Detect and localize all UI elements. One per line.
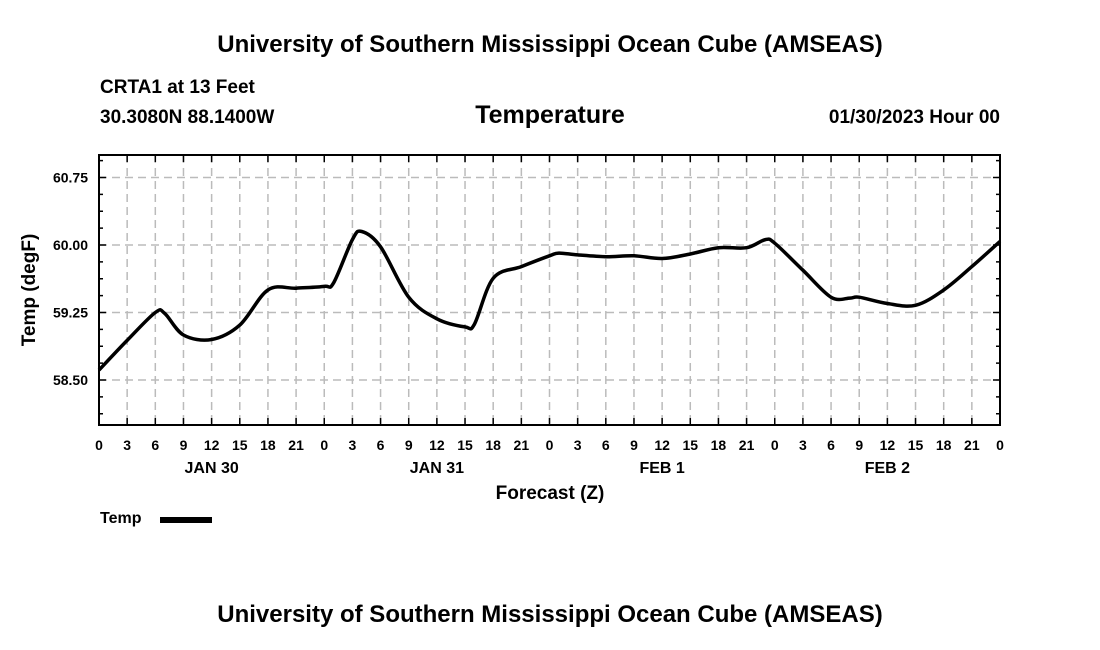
y-tick-label: 59.25 — [53, 305, 88, 321]
x-tick-label: 21 — [514, 437, 530, 453]
day-label: FEB 2 — [865, 460, 910, 477]
x-tick-label: 15 — [682, 437, 698, 453]
x-tick-label: 0 — [546, 437, 554, 453]
x-tick-label: 6 — [602, 437, 610, 453]
x-tick-label: 9 — [405, 437, 413, 453]
x-tick-label: 18 — [711, 437, 727, 453]
x-tick-label: 21 — [288, 437, 304, 453]
x-tick-label: 9 — [630, 437, 638, 453]
x-tick-label: 3 — [123, 437, 131, 453]
legend-line-swatch — [160, 517, 212, 523]
x-tick-label: 9 — [180, 437, 188, 453]
x-tick-label: 21 — [964, 437, 980, 453]
x-tick-label: 15 — [908, 437, 924, 453]
x-tick-label: 3 — [574, 437, 582, 453]
x-tick-label: 0 — [320, 437, 328, 453]
location-label: 30.3080N 88.1400W — [100, 107, 275, 128]
x-tick-label: 12 — [204, 437, 220, 453]
y-tick-label: 58.50 — [53, 372, 88, 388]
x-tick-label: 3 — [349, 437, 357, 453]
x-tick-label: 18 — [485, 437, 501, 453]
chart-title: Temperature — [475, 101, 625, 129]
x-tick-label: 9 — [855, 437, 863, 453]
plot-frame — [98, 154, 1001, 426]
x-tick-label: 6 — [827, 437, 835, 453]
x-tick-label: 12 — [880, 437, 896, 453]
x-tick-label: 3 — [799, 437, 807, 453]
day-label: JAN 31 — [410, 460, 464, 477]
x-tick-label: 0 — [996, 437, 1004, 453]
page-title: University of Southern Mississippi Ocean… — [217, 31, 883, 58]
init-time-label: 01/30/2023 Hour 00 — [828, 107, 1000, 128]
x-axis-label: Forecast (Z) — [495, 483, 605, 504]
x-tick-label: 15 — [232, 437, 248, 453]
x-tick-label: 6 — [151, 437, 159, 453]
legend-label: Temp — [100, 510, 142, 527]
x-tick-label: 0 — [95, 437, 103, 453]
x-tick-label: 18 — [936, 437, 952, 453]
day-label: FEB 1 — [639, 460, 684, 477]
temp-series-line — [97, 229, 1002, 372]
y-axis-label: Temp (degF) — [19, 234, 40, 347]
x-tick-label: 6 — [377, 437, 385, 453]
x-tick-label: 0 — [771, 437, 779, 453]
day-label: JAN 30 — [185, 460, 239, 477]
x-tick-label: 12 — [654, 437, 670, 453]
footer-title: University of Southern Mississippi Ocean… — [217, 601, 883, 628]
x-tick-label: 15 — [457, 437, 473, 453]
x-tick-label: 21 — [739, 437, 755, 453]
x-tick-label: 18 — [260, 437, 276, 453]
y-tick-label: 60.00 — [53, 237, 88, 253]
x-tick-label: 12 — [429, 437, 445, 453]
station-label: CRTA1 at 13 Feet — [100, 77, 255, 98]
y-tick-label: 60.75 — [53, 170, 88, 186]
